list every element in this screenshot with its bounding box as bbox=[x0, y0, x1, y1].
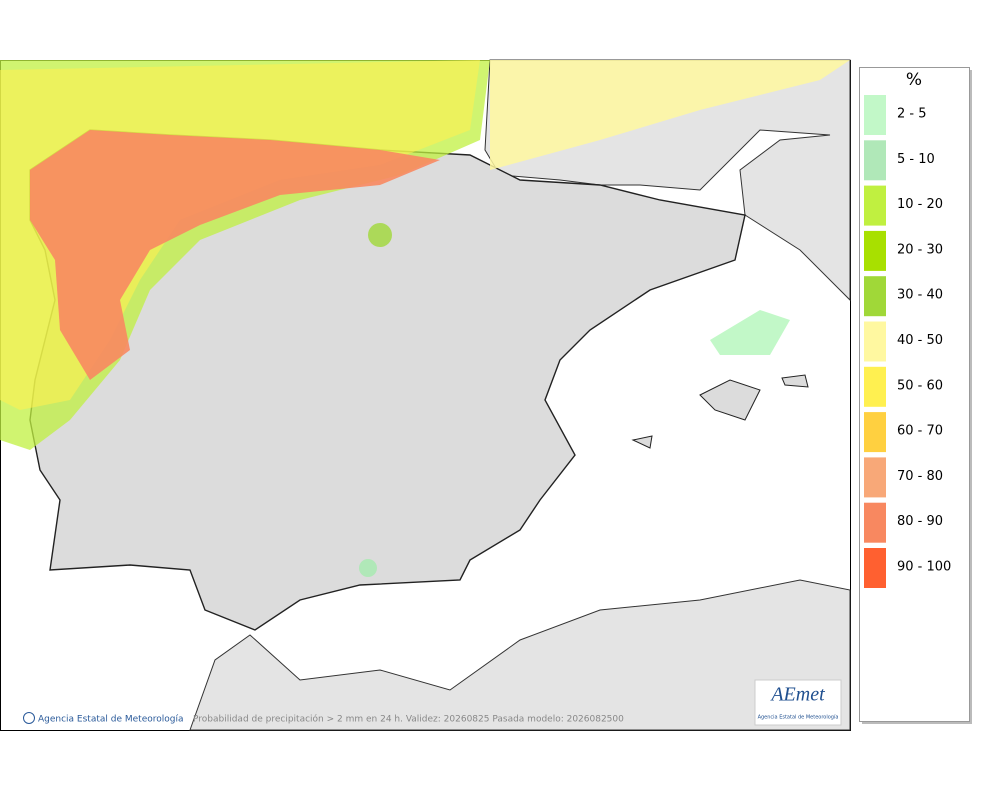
land-iberia bbox=[29, 129, 746, 631]
legend-label: 40 - 50 bbox=[897, 333, 943, 348]
precip-field-high bbox=[30, 130, 440, 380]
legend-title: % bbox=[906, 70, 922, 90]
logo-box bbox=[754, 679, 842, 726]
legend-label: 80 - 90 bbox=[897, 514, 943, 529]
credit: Agencia Estatal de Meteorología bbox=[38, 715, 184, 725]
legend-swatch bbox=[864, 366, 886, 407]
legend-swatch bbox=[864, 412, 886, 453]
island-menorca bbox=[781, 374, 809, 388]
island-ibiza bbox=[631, 435, 653, 449]
legend-swatch bbox=[864, 230, 886, 271]
legend-swatch bbox=[864, 502, 886, 543]
land-africa bbox=[189, 579, 851, 731]
legend-label: 30 - 40 bbox=[897, 288, 943, 303]
legend-swatch bbox=[864, 548, 886, 588]
legend-label: 60 - 70 bbox=[897, 424, 943, 439]
copyright-icon bbox=[23, 712, 35, 724]
legend-swatch bbox=[864, 95, 886, 135]
legend-swatch bbox=[864, 457, 886, 498]
legend-label: 10 - 20 bbox=[897, 197, 943, 212]
island-mallorca bbox=[699, 379, 761, 421]
logo-name: AEmet bbox=[769, 684, 825, 706]
precip-spot bbox=[359, 559, 377, 577]
logo-subtitle: Agencia Estatal de Meteorología bbox=[758, 714, 839, 721]
legend-label: 50 - 60 bbox=[897, 378, 943, 393]
legend-label: 2 - 5 bbox=[897, 107, 927, 122]
legend-label: 90 - 100 bbox=[897, 560, 951, 575]
caption: Probabilidad de precipitación > 2 mm en … bbox=[193, 714, 624, 725]
legend-swatch bbox=[864, 185, 886, 226]
legend-swatch bbox=[864, 140, 886, 181]
legend-label: 70 - 80 bbox=[897, 469, 943, 484]
precip-spot bbox=[368, 223, 392, 247]
legend-swatch bbox=[864, 321, 886, 362]
precip-field-sea bbox=[490, 60, 850, 170]
legend-label: 20 - 30 bbox=[897, 242, 943, 257]
legend-label: 5 - 10 bbox=[897, 152, 935, 167]
legend-swatch bbox=[864, 276, 886, 317]
precip-field-east bbox=[710, 310, 790, 355]
